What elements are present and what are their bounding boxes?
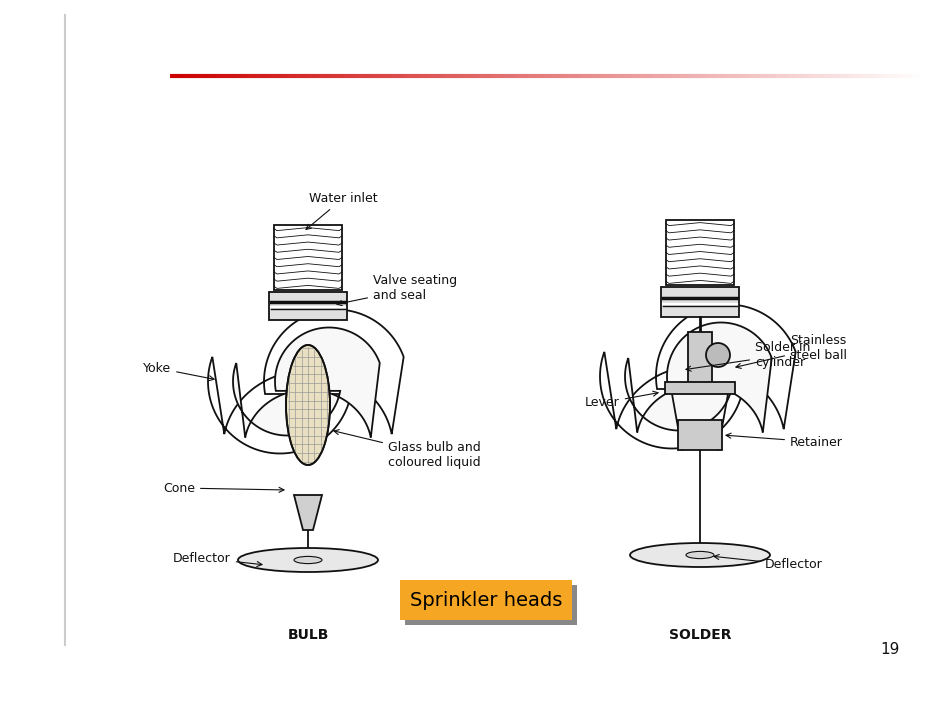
Bar <box>405 585 577 625</box>
Text: BULB: BULB <box>287 628 329 642</box>
Polygon shape <box>269 292 347 320</box>
Polygon shape <box>274 225 342 290</box>
Polygon shape <box>208 309 404 454</box>
Ellipse shape <box>294 556 322 563</box>
Ellipse shape <box>630 543 770 567</box>
Ellipse shape <box>686 551 714 558</box>
Bar <box>665 382 735 394</box>
Text: 19: 19 <box>881 643 900 657</box>
Ellipse shape <box>286 345 330 465</box>
Ellipse shape <box>238 548 378 572</box>
Text: Water inlet: Water inlet <box>306 192 378 229</box>
Text: Stainless
steel ball: Stainless steel ball <box>736 334 847 368</box>
Text: Lever: Lever <box>585 391 658 409</box>
Text: Retainer: Retainer <box>726 433 843 448</box>
Polygon shape <box>294 495 322 530</box>
Polygon shape <box>666 220 734 285</box>
Polygon shape <box>600 304 796 448</box>
Text: Yoke: Yoke <box>143 362 214 381</box>
Bar <box>400 580 572 620</box>
Text: Valve seating
and seal: Valve seating and seal <box>337 274 457 306</box>
Text: Cone: Cone <box>163 481 284 494</box>
Text: Solder in
cylinder: Solder in cylinder <box>686 341 810 371</box>
Polygon shape <box>233 328 380 438</box>
Polygon shape <box>661 287 739 317</box>
Text: Deflector: Deflector <box>173 552 262 566</box>
Text: SOLDER: SOLDER <box>669 628 731 642</box>
Polygon shape <box>625 323 771 432</box>
Text: Deflector: Deflector <box>714 555 822 571</box>
Text: Sprinkler heads: Sprinkler heads <box>410 590 562 609</box>
Text: Glass bulb and
coloured liquid: Glass bulb and coloured liquid <box>333 430 480 469</box>
Circle shape <box>706 343 730 367</box>
Bar <box>678 420 722 450</box>
Bar <box>688 332 712 388</box>
